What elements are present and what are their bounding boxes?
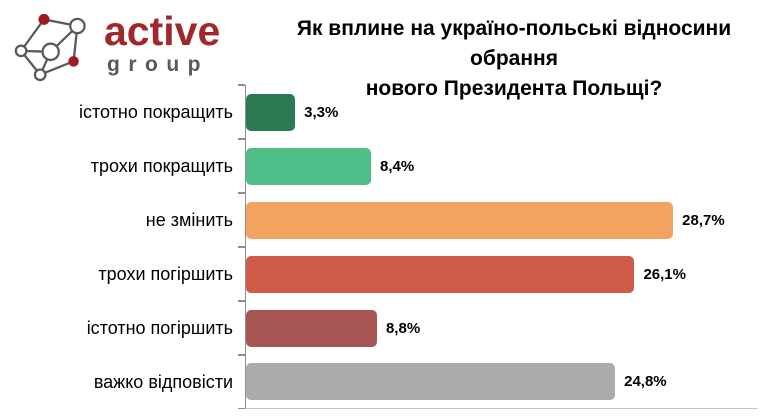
value-label: 8,8% (385, 319, 421, 337)
network-graph-icon (14, 13, 86, 82)
bar (246, 309, 377, 347)
bar-track: 3,3% (238, 84, 758, 139)
bar (246, 363, 616, 400)
chart-row: важко відповісти 24,8% (0, 354, 758, 409)
logo-subtitle: group (107, 53, 209, 76)
category-label: трохи погіршить (98, 263, 233, 284)
logo-brand: active (104, 8, 221, 54)
value-label: 3,3% (304, 103, 339, 121)
bar-track: 24,8% (238, 354, 758, 409)
bar-track: 26,1% (238, 246, 758, 301)
category-label: не змінить (145, 209, 233, 230)
chart-row: не змінить 28,7% (0, 192, 758, 247)
chart-title-line1: Як вплине на україно-польські відносини … (296, 17, 732, 70)
bar-chart: істотно покращить 3,3% трохи покращить 8,4%… (0, 84, 758, 409)
logo: active group (8, 4, 256, 90)
value-label: 8,4% (380, 157, 415, 175)
logo-text: active group (104, 10, 220, 77)
category-label: трохи покращить (90, 155, 233, 176)
chart-row: істотно погіршить 8,8% (0, 300, 758, 355)
bar-track: 8,4% (238, 138, 758, 193)
value-label: 28,7% (682, 211, 725, 229)
chart-row: істотно покращить 3,3% (0, 84, 758, 139)
value-label: 26,1% (643, 265, 686, 283)
bar-track: 8,8% (238, 300, 758, 355)
category-label: істотно покращить (79, 101, 233, 122)
header: active group Як вплине на україно-польсь… (0, 0, 780, 100)
bar (246, 93, 296, 131)
chart-row: трохи погіршить 26,1% (0, 246, 758, 301)
chart-title-line2: нового Президента Польщі? (365, 77, 663, 100)
bar (246, 255, 635, 293)
chart-title: Як вплине на україно-польські відносини … (256, 4, 774, 104)
bar (246, 201, 674, 239)
category-label: істотно погіршить (86, 317, 233, 338)
category-label: важко відповісти (93, 371, 233, 392)
chart-row: трохи покращить 8,4% (0, 138, 758, 193)
bar-track: 28,7% (238, 192, 758, 247)
bar (246, 147, 372, 185)
value-label: 24,8% (624, 373, 667, 390)
